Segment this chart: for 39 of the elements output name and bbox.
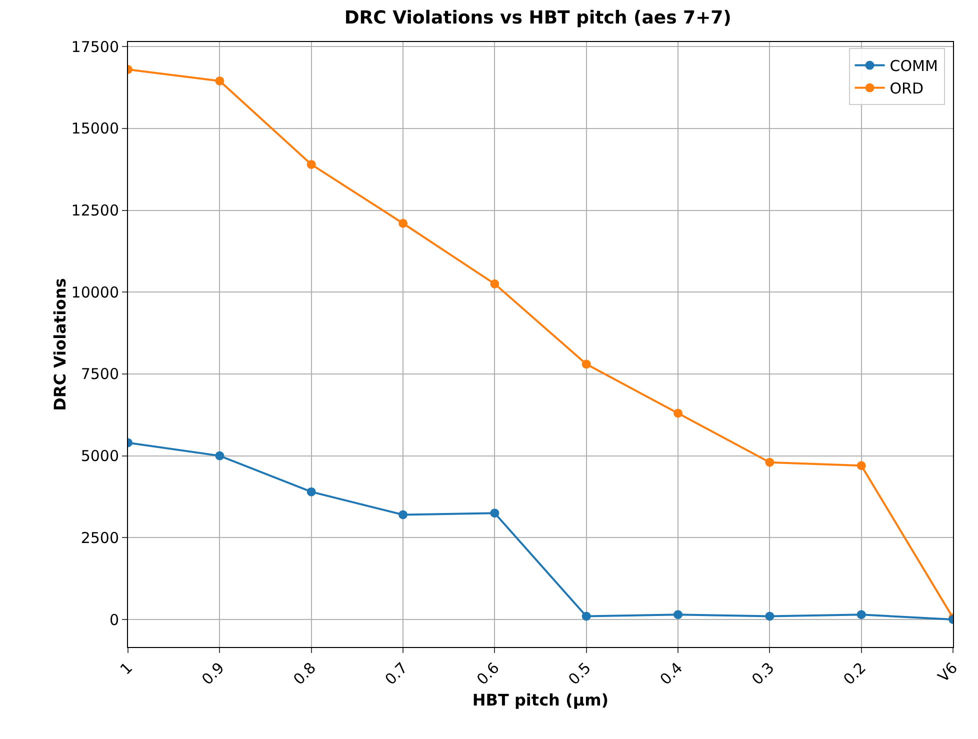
y-tick-label: 5000: [80, 447, 119, 466]
x-tick-label: 0.7: [382, 658, 412, 689]
point: [856, 461, 866, 470]
point: [582, 360, 591, 369]
point: [582, 612, 591, 621]
point: [765, 458, 774, 467]
point: [215, 76, 224, 86]
point: [306, 487, 316, 496]
y-tick-label: 0: [109, 610, 119, 629]
point: [398, 218, 408, 228]
point: [215, 451, 224, 460]
y-axis-title: DRC Violations: [50, 278, 70, 411]
point: [674, 408, 682, 418]
x-tick-label: 0.2: [840, 658, 870, 689]
y-tick-label: 12500: [71, 202, 119, 220]
x-tick-label: 0.3: [748, 658, 778, 689]
x-tick-label: 0.9: [198, 658, 228, 689]
x-tick-label: 0.5: [564, 658, 594, 689]
x-tick-label: 0.8: [290, 658, 320, 689]
x-axis-title: HBT pitch (µm): [472, 690, 609, 710]
point: [856, 610, 866, 620]
y-tick-label: 10000: [71, 283, 119, 302]
point: [306, 160, 316, 169]
y-tick-label: 15000: [71, 120, 119, 138]
x-tick-label: 1: [116, 658, 136, 678]
x-tick-label: 0.6: [473, 658, 503, 689]
legend-label: ORD: [890, 80, 924, 98]
legend-label: COMM: [890, 57, 938, 76]
x-tick-label: 0.4: [656, 658, 686, 689]
y-tick-label: 2500: [80, 528, 119, 547]
x-tick-label: V6: [934, 658, 962, 686]
point: [674, 610, 682, 620]
point: [490, 508, 500, 518]
point: [765, 612, 774, 621]
y-tick-label: 7500: [80, 365, 119, 384]
y-tick-label: 17500: [71, 38, 119, 56]
point: [398, 510, 408, 520]
chart-title: DRC Violations vs HBT pitch (aes 7+7): [344, 8, 732, 29]
point: [490, 279, 500, 288]
